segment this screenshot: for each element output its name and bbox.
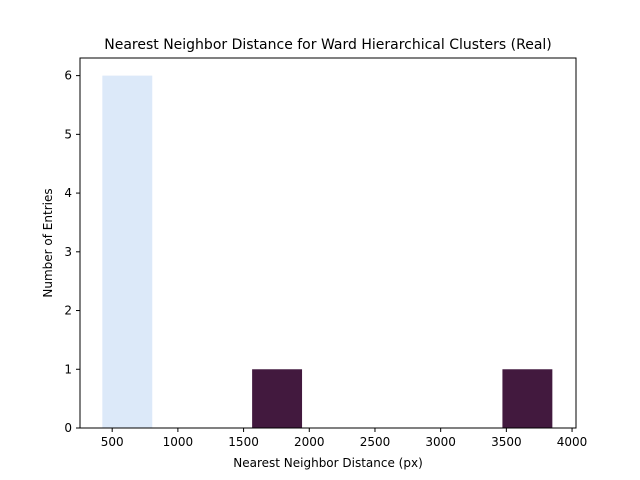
x-tick-label-4: 2500 (360, 435, 391, 449)
x-tick-label-6: 3500 (491, 435, 522, 449)
y-axis-label: Number of Entries (41, 188, 55, 297)
y-tick-label-0: 0 (64, 421, 72, 435)
x-tick-label-7: 4000 (557, 435, 588, 449)
y-tick-label-3: 3 (64, 245, 72, 259)
y-tick-label-5: 5 (64, 127, 72, 141)
x-tick-label-2: 1500 (228, 435, 259, 449)
histogram-bar-0 (102, 75, 153, 428)
chart-title: Nearest Neighbor Distance for Ward Hiera… (104, 37, 552, 53)
histogram-bar-2 (502, 369, 553, 428)
x-tick-label-0: 500 (101, 435, 124, 449)
x-tick-label-1: 1000 (163, 435, 194, 449)
x-tick-label-5: 3000 (425, 435, 456, 449)
y-tick-label-1: 1 (64, 362, 72, 376)
y-tick-label-2: 2 (64, 304, 72, 318)
x-tick-label-3: 2000 (294, 435, 325, 449)
y-tick-label-4: 4 (64, 186, 72, 200)
x-axis: 500 1000 1500 2000 2500 3000 3500 4000 (101, 428, 588, 449)
plot-frame (79, 57, 577, 429)
y-axis: 0 1 2 3 4 5 6 (64, 69, 80, 435)
histogram-bar-1 (252, 369, 303, 428)
x-axis-label: Nearest Neighbor Distance (px) (233, 456, 423, 470)
bars-group (102, 75, 553, 428)
y-tick-label-6: 6 (64, 69, 72, 83)
